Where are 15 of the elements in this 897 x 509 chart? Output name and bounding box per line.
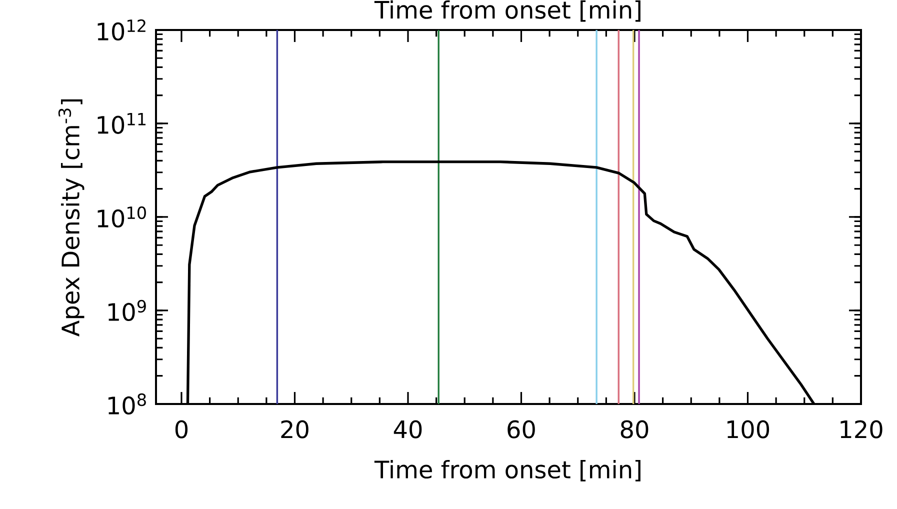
x-tick-label: 120 <box>840 420 882 438</box>
x-tick-label: 20 <box>281 420 308 438</box>
x-tick-label: 0 <box>175 420 188 438</box>
x-tick-label: 80 <box>620 420 648 438</box>
x-tick-label: 40 <box>394 420 422 438</box>
x-tick-label: 60 <box>508 420 535 438</box>
y-tick-label: 10$^{8}$ <box>108 393 146 415</box>
x2-axis-title: Time from onset [min] <box>374 0 640 22</box>
y-tick-label: 10$^{10}$ <box>98 206 146 228</box>
y-tick-label: 10$^{12}$ <box>98 19 146 41</box>
x-axis-title: Time from onset [min] <box>374 460 640 482</box>
y-tick-label: 10$^{9}$ <box>108 300 146 322</box>
y-axis-title: Apex Density [cm$^{-3}$] <box>58 99 84 336</box>
x-tick-label: 100 <box>727 420 770 438</box>
y-tick-label: 10$^{11}$ <box>98 113 146 134</box>
